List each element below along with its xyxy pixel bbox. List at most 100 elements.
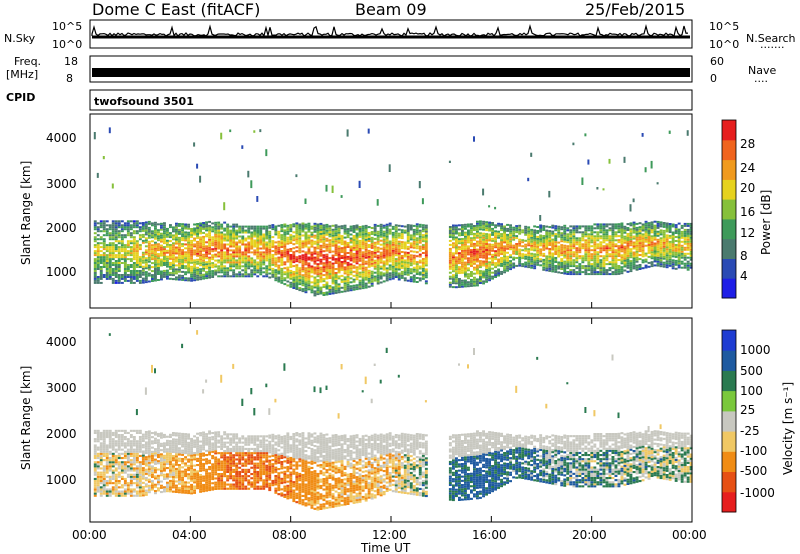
station-title: Dome C East (fitACF) — [92, 0, 260, 19]
echo-cell — [151, 224, 154, 227]
echo-cell — [448, 253, 452, 256]
echo-cell — [557, 249, 561, 252]
echo-cell — [163, 238, 166, 241]
echo-cell — [105, 262, 109, 264]
echo-cell — [123, 463, 127, 466]
echo-cell — [96, 446, 100, 449]
echo-cell — [126, 488, 130, 491]
echo-cell — [376, 268, 380, 271]
echo-cell — [599, 271, 603, 274]
echo-cell — [247, 259, 251, 262]
echo-cell — [313, 262, 317, 265]
echo-cell — [665, 262, 669, 265]
echo-cell — [123, 274, 127, 276]
echo-cell — [379, 267, 383, 270]
echo-cell — [334, 238, 338, 241]
echo-cell — [346, 267, 350, 270]
echo-cell — [132, 246, 136, 249]
echo-cell — [602, 225, 606, 228]
echo-cell — [479, 224, 482, 227]
echo-cell — [584, 225, 588, 228]
echo-cell — [680, 246, 684, 249]
echo-cell — [394, 246, 398, 249]
echo-cell — [352, 229, 356, 231]
echo-cell-sparse — [108, 333, 111, 336]
echo-cell — [527, 250, 531, 253]
echo-cell — [96, 277, 100, 280]
echo-cell — [120, 248, 124, 251]
echo-cell — [154, 257, 157, 260]
power-colorbar — [721, 119, 737, 299]
echo-cell — [283, 245, 287, 248]
echo-cell — [593, 231, 597, 234]
echo-cell — [96, 438, 100, 441]
echo-cell — [548, 265, 552, 268]
echo-cell — [114, 477, 118, 480]
echo-cell — [605, 251, 609, 254]
echo-cell — [614, 245, 618, 248]
echo-cell — [123, 471, 127, 474]
echo-cell — [126, 279, 130, 282]
echo-cell — [599, 273, 603, 276]
echo-cell — [96, 268, 100, 270]
echo-cell — [144, 223, 148, 226]
echo-cell — [373, 265, 377, 268]
echo-cell — [337, 259, 341, 262]
echo-cell — [671, 237, 675, 240]
echo-cell — [229, 231, 233, 234]
echo-cell — [205, 233, 208, 236]
echo-cell — [391, 257, 395, 260]
echo-cell — [424, 228, 428, 231]
echo-cell — [542, 235, 546, 237]
echo-cell — [470, 225, 473, 228]
echo-cell — [476, 226, 479, 229]
echo-cell — [120, 220, 124, 223]
echo-cell — [677, 236, 681, 239]
echo-cell — [307, 286, 311, 289]
echo-cell — [361, 287, 365, 290]
freq-right-dots: .... — [754, 72, 768, 85]
echo-cell — [370, 254, 374, 257]
echo-cell — [448, 267, 452, 270]
echo-cell — [412, 256, 416, 259]
echo-cell — [343, 236, 347, 239]
echo-cell — [268, 268, 272, 271]
echo-cell — [151, 276, 154, 278]
echo-cell — [452, 270, 455, 273]
echo-cell — [494, 274, 497, 277]
echo-cell — [151, 278, 154, 280]
echo-cell — [253, 229, 257, 232]
echo-cell — [560, 272, 564, 274]
echo-cell — [689, 252, 693, 255]
echo-cell — [235, 249, 239, 252]
echo-cell — [259, 271, 263, 274]
echo-cell — [581, 245, 585, 248]
echo-cell — [467, 261, 470, 264]
echo-cell — [120, 242, 124, 245]
echo-cell — [388, 272, 392, 275]
echo-cell — [605, 239, 609, 242]
echo-cell — [391, 273, 395, 276]
echo-cell — [111, 471, 115, 474]
echo-cell — [178, 228, 181, 231]
echo-cell — [253, 259, 257, 262]
echo-cell — [114, 444, 118, 447]
echo-cell — [470, 261, 473, 263]
echo-cell — [533, 249, 537, 252]
echo-cell — [677, 254, 681, 257]
echo-cell — [114, 482, 118, 485]
echo-cell — [370, 264, 374, 267]
echo-cell — [521, 257, 525, 260]
echo-cell — [102, 490, 106, 493]
echo-cell — [111, 461, 115, 464]
echo-cell — [590, 257, 594, 260]
echo-cell — [421, 252, 425, 254]
echo-cell — [358, 230, 362, 232]
echo-cell — [235, 247, 239, 250]
echo-cell — [370, 276, 374, 279]
echo-cell — [265, 255, 269, 258]
echo-cell — [373, 233, 377, 236]
echo-cell — [132, 264, 136, 266]
echo-cell — [524, 233, 528, 236]
echo-cell — [557, 235, 561, 238]
